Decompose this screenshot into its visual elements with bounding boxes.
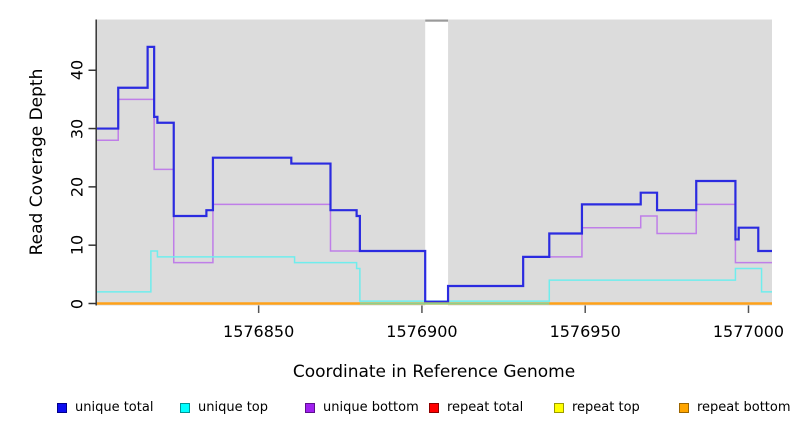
x-axis-title: Coordinate in Reference Genome [292,362,576,382]
masked-region [425,11,449,306]
legend-label: repeat total [447,400,524,415]
legend-swatch-icon [554,403,564,413]
series-unique-top-line [97,250,772,302]
legend-label: unique total [75,400,154,415]
legend-swatch-icon [429,403,439,413]
legend-item-repeat-bottom: repeat bottom [679,401,791,415]
y-axis-title: Read Coverage Depth [27,68,47,256]
y-tick-label: 10 [67,234,87,256]
x-tick-label: 1576950 [549,322,621,341]
masked-region-top-edge [425,19,449,22]
y-tick-label: 20 [67,176,87,198]
legend-swatch-icon [180,403,190,413]
legend-item-repeat-top: repeat top [554,401,640,415]
series-unique-total-line [97,45,772,303]
y-tick-label: 40 [67,60,87,81]
x-tick-label: 1576900 [386,322,458,341]
legend-item-unique-bottom: unique bottom [305,401,419,415]
y-tick-label: 30 [67,118,87,139]
legend-item-repeat-total: repeat total [429,401,523,415]
x-tick-label: 1576850 [223,322,295,341]
legend-label: unique bottom [323,400,419,415]
legend-label: repeat top [572,400,640,415]
legend-swatch-icon [679,403,689,413]
y-tick-label: 0 [67,298,87,309]
legend-item-unique-top: unique top [180,401,268,415]
legend-label: repeat bottom [697,400,791,415]
legend-item-unique-total: unique total [57,401,153,415]
legend-swatch-icon [305,403,315,413]
legend-swatch-icon [57,403,67,413]
legend-label: unique top [198,400,269,415]
x-tick-label: 1577000 [712,322,785,341]
